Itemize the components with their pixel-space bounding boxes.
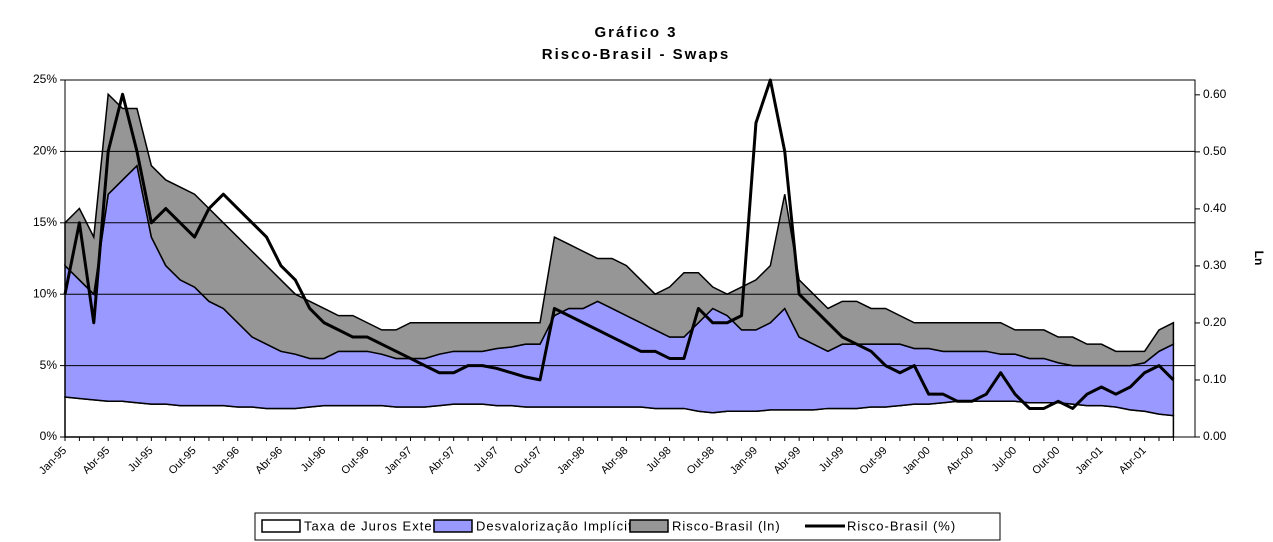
x-tick-label: Jan-99 xyxy=(728,445,760,477)
x-tick-label: Jul-00 xyxy=(990,445,1020,475)
y2-tick-label: 0.10 xyxy=(1203,372,1227,386)
x-tick-label: Jul-95 xyxy=(126,445,156,475)
area xyxy=(64,92,1175,367)
legend-label: Taxa de Juros Externa xyxy=(304,518,454,533)
x-tick-label: Jul-99 xyxy=(817,445,847,475)
x-tick-label: Out-96 xyxy=(339,445,371,477)
chart-title: Gráfico 3 xyxy=(594,24,677,41)
y2-tick-label: 0.60 xyxy=(1203,87,1227,101)
y-tick-label: 20% xyxy=(33,144,57,158)
x-tick-label: Abr-99 xyxy=(771,445,803,477)
legend-label: Desvalorização Implícita xyxy=(476,518,641,533)
x-tick-label: Out-95 xyxy=(166,445,198,477)
y2-tick-label: 0.20 xyxy=(1203,315,1227,329)
x-tick-label: Jan-96 xyxy=(210,445,242,477)
x-tick-label: Abr-97 xyxy=(426,445,458,477)
legend-label: Risco-Brasil (%) xyxy=(847,518,956,533)
y2-axis-label: Ln xyxy=(1252,251,1266,266)
y-tick-label: 15% xyxy=(33,215,57,229)
legend-swatch xyxy=(433,519,473,533)
y-tick-label: 5% xyxy=(40,358,58,372)
x-tick-label: Abr-95 xyxy=(81,445,113,477)
y-tick-label: 25% xyxy=(33,72,57,86)
x-tick-label: Jul-96 xyxy=(299,445,329,475)
line xyxy=(63,78,1175,410)
y-tick-label: 0% xyxy=(40,429,58,443)
x-tick-label: Jan-97 xyxy=(382,445,414,477)
x-tick-label: Abr-01 xyxy=(1117,445,1149,477)
y2-tick-label: 0.40 xyxy=(1203,201,1227,215)
x-tick-label: Jan-95 xyxy=(37,445,69,477)
x-tick-label: Abr-98 xyxy=(599,445,631,477)
x-tick-label: Jan-98 xyxy=(555,445,587,477)
y-tick-label: 10% xyxy=(33,286,57,300)
y2-tick-label: 0.50 xyxy=(1203,144,1227,158)
legend-label: Risco-Brasil (ln) xyxy=(672,518,781,533)
legend-box xyxy=(254,512,1001,541)
x-tick-label: Out-98 xyxy=(685,445,717,477)
x-tick-label: Abr-96 xyxy=(253,445,285,477)
legend-swatch xyxy=(261,519,301,533)
x-tick-label: Jan-00 xyxy=(901,445,933,477)
x-tick-label: Jul-97 xyxy=(471,445,501,475)
x-tick-label: Out-99 xyxy=(857,445,889,477)
plot-frame xyxy=(64,79,1196,438)
x-tick-label: Jul-98 xyxy=(644,445,674,475)
x-tick-label: Out-00 xyxy=(1030,445,1062,477)
y2-tick-label: 0.30 xyxy=(1203,258,1227,272)
y2-tick-label: 0.00 xyxy=(1203,429,1227,443)
chart-subtitle: Risco-Brasil - Swaps xyxy=(542,46,730,63)
legend-swatch xyxy=(629,519,669,533)
x-tick-label: Jan-01 xyxy=(1073,445,1105,477)
x-tick-label: Abr-00 xyxy=(944,445,976,477)
x-tick-label: Out-97 xyxy=(512,445,544,477)
